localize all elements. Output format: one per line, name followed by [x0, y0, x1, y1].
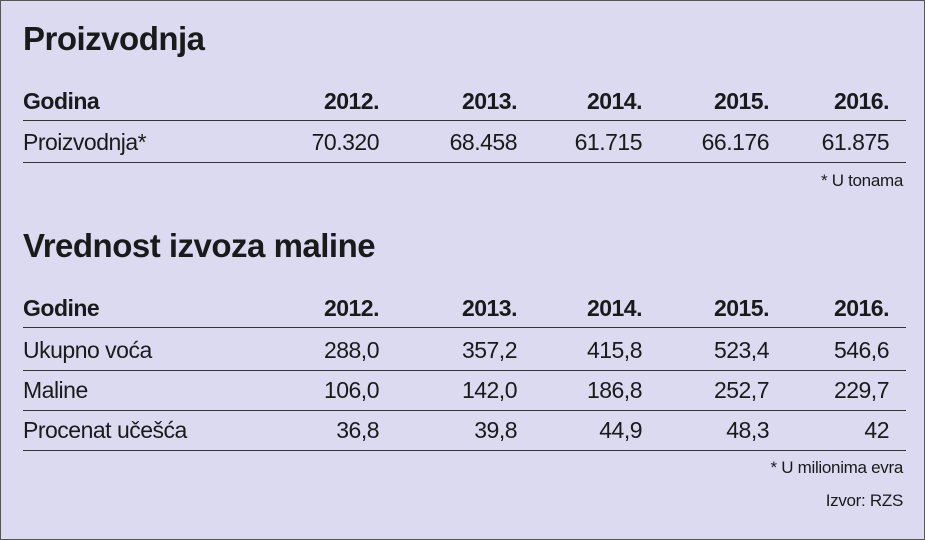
value-cell: 68.458 [449, 129, 518, 155]
row-divider [23, 327, 906, 328]
header-label: Godine [23, 295, 100, 321]
value-cell: 357,2 [461, 337, 518, 363]
value-cell: 252,7 [713, 377, 770, 403]
value-cell: 66.176 [701, 129, 770, 155]
row-label: Procenat učešća [23, 417, 187, 443]
value-cell: 39,8 [474, 417, 517, 443]
year-header: 2014. [586, 295, 643, 321]
value-cell: 415,8 [586, 337, 643, 363]
row-divider [23, 370, 906, 371]
row-divider [23, 162, 906, 163]
row-divider [23, 120, 906, 121]
row-label: Proizvodnja* [23, 129, 147, 155]
section-title: Proizvodnja [23, 20, 205, 57]
value-cell: 106,0 [323, 377, 380, 403]
value-cell: 61.715 [574, 129, 643, 155]
value-cell: 42 [864, 417, 889, 443]
value-cell: 523,4 [713, 337, 770, 363]
footnote: Izvor: RZS [825, 491, 904, 510]
row-label: Ukupno voća [23, 337, 152, 363]
year-header: 2015. [713, 88, 770, 114]
year-header: 2013. [461, 295, 518, 321]
value-cell: 546,6 [833, 337, 890, 363]
value-cell: 48,3 [726, 417, 769, 443]
value-cell: 288,0 [323, 337, 380, 363]
value-cell: 229,7 [833, 377, 890, 403]
value-cell: 70.320 [311, 129, 380, 155]
year-header: 2016. [833, 88, 890, 114]
value-cell: 186,8 [586, 377, 643, 403]
year-header: 2013. [461, 88, 518, 114]
value-cell: 142,0 [461, 377, 518, 403]
year-header: 2014. [586, 88, 643, 114]
year-header: 2012. [323, 295, 380, 321]
header-label: Godina [23, 88, 100, 114]
value-cell: 44,9 [599, 417, 642, 443]
year-header: 2016. [833, 295, 890, 321]
row-divider [23, 410, 906, 411]
row-divider [23, 450, 906, 451]
footnote: * U tonama [820, 171, 903, 190]
year-header: 2015. [713, 295, 770, 321]
year-header: 2012. [323, 88, 380, 114]
value-cell: 61.875 [821, 129, 890, 155]
row-label: Maline [23, 377, 88, 403]
footnote: * U milionima evra [770, 458, 903, 477]
value-cell: 36,8 [336, 417, 379, 443]
section-title: Vrednost izvoza maline [23, 227, 376, 264]
